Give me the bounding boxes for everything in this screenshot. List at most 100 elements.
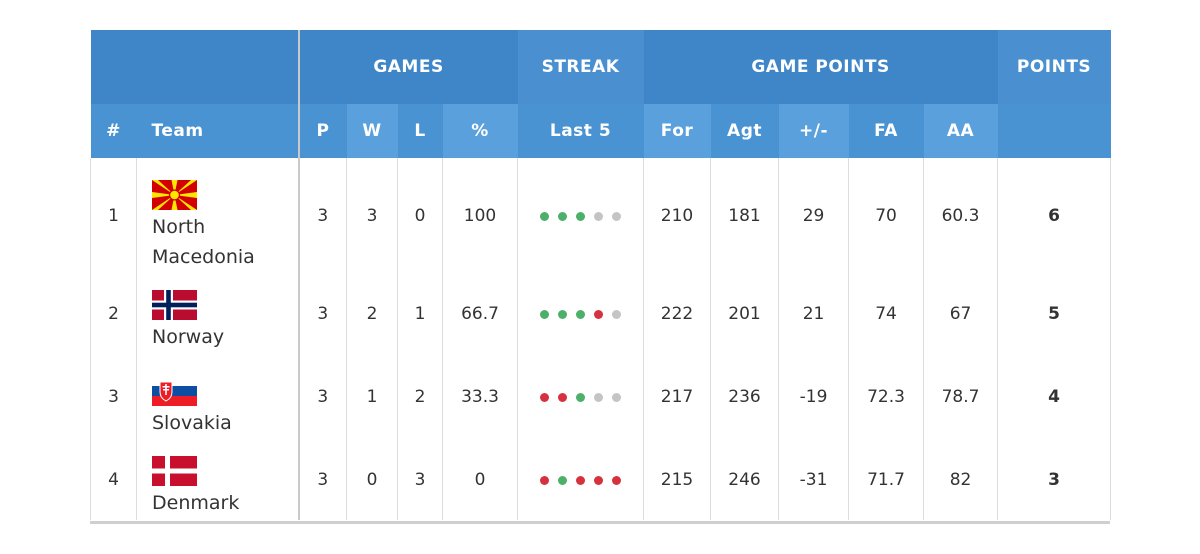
agt-cell: 236: [710, 354, 780, 440]
win-dot-icon: [576, 393, 586, 402]
rank-cell: 2: [90, 274, 137, 354]
played-cell: 3: [297, 158, 347, 274]
group-header-points: POINTS: [997, 30, 1111, 104]
diff-cell: -19: [778, 354, 850, 440]
col-header-w[interactable]: W: [346, 104, 398, 158]
pct-cell: 100: [442, 158, 519, 274]
table-row[interactable]: 1 North Macedonia 3 3 0 100 210 181 29 70 60.3 6: [90, 158, 1112, 274]
standings-table-container: GAMES STREAK GAME POINTS POINTS # Team P…: [90, 30, 1112, 524]
aa-cell: 67: [923, 274, 999, 354]
group-header-streak: STREAK: [517, 30, 644, 104]
agt-cell: 181: [710, 158, 780, 274]
team-cell[interactable]: Slovakia: [136, 354, 299, 440]
wins-cell: 2: [346, 274, 398, 354]
played-cell: 3: [297, 354, 347, 440]
empty-dot-icon: [612, 393, 622, 402]
team-name: North: [152, 216, 206, 238]
losses-cell: 1: [397, 274, 443, 354]
win-dot-icon: [558, 212, 568, 221]
group-header-games: GAMES: [297, 30, 518, 104]
slovakia-flag-icon: [152, 376, 298, 406]
fa-cell: 70: [848, 158, 925, 274]
col-header-team[interactable]: Team: [136, 104, 299, 158]
streak-cell: [517, 158, 645, 274]
team-cell[interactable]: Norway: [136, 274, 299, 354]
diff-cell: -31: [778, 440, 850, 520]
denmark-flag-icon: [152, 456, 298, 486]
for-cell: 210: [643, 158, 712, 274]
pct-cell: 33.3: [442, 354, 519, 440]
agt-cell: 201: [710, 274, 780, 354]
aa-cell: 60.3: [923, 158, 999, 274]
fa-cell: 71.7: [848, 440, 925, 520]
col-header-p[interactable]: P: [297, 104, 347, 158]
agt-cell: 246: [710, 440, 780, 520]
aa-cell: 78.7: [923, 354, 999, 440]
fa-cell: 72.3: [848, 354, 925, 440]
for-cell: 222: [643, 274, 712, 354]
group-header-game-points: GAME POINTS: [643, 30, 998, 104]
win-dot-icon: [576, 212, 586, 221]
col-header-aa[interactable]: AA: [923, 104, 998, 158]
points-cell: 4: [997, 354, 1112, 440]
team-cell[interactable]: Denmark: [136, 440, 299, 520]
points-cell: 6: [997, 158, 1112, 274]
col-header-diff[interactable]: +/-: [778, 104, 849, 158]
wins-cell: 3: [346, 158, 398, 274]
rank-cell: 1: [90, 158, 137, 274]
streak-cell: [517, 354, 645, 440]
pct-cell: 0: [442, 440, 519, 520]
group-header-blank: [90, 30, 299, 104]
win-dot-icon: [558, 310, 568, 319]
losses-cell: 0: [397, 158, 443, 274]
col-header-l[interactable]: L: [397, 104, 443, 158]
pct-cell: 66.7: [442, 274, 519, 354]
table-row[interactable]: 3 Slovakia 3 1 2 33.3 217 236 -19 72.3 78.7 4: [90, 354, 1112, 440]
empty-dot-icon: [594, 393, 604, 402]
diff-cell: 29: [778, 158, 850, 274]
col-header-for[interactable]: For: [643, 104, 711, 158]
losses-cell: 3: [397, 440, 443, 520]
empty-dot-icon: [612, 310, 622, 319]
empty-dot-icon: [594, 212, 604, 221]
table-row[interactable]: 4 Denmark 3 0 3 0 215 246 -31 71.7 82 3: [90, 440, 1112, 520]
wins-cell: 0: [346, 440, 398, 520]
col-header-fa[interactable]: FA: [848, 104, 924, 158]
team-name: Denmark: [152, 492, 240, 514]
aa-cell: 82: [923, 440, 999, 520]
wins-cell: 1: [346, 354, 398, 440]
team-cell[interactable]: North Macedonia: [136, 158, 299, 274]
loss-dot-icon: [594, 476, 604, 485]
group-header-row: GAMES STREAK GAME POINTS POINTS: [90, 30, 1111, 104]
points-cell: 5: [997, 274, 1112, 354]
points-cell: 3: [997, 440, 1112, 520]
for-cell: 217: [643, 354, 712, 440]
loss-dot-icon: [540, 476, 550, 485]
table-row[interactable]: 2 Norway 3 2 1 66.7 222 201 21 74 67 5: [90, 274, 1112, 354]
win-dot-icon: [540, 310, 550, 319]
empty-dot-icon: [612, 212, 622, 221]
loss-dot-icon: [594, 310, 604, 319]
team-name: Slovakia: [152, 412, 232, 434]
fa-cell: 74: [848, 274, 925, 354]
col-header-rank[interactable]: #: [90, 104, 137, 158]
played-cell: 3: [297, 440, 347, 520]
norway-flag-icon: [152, 290, 298, 320]
team-name: Norway: [152, 326, 225, 348]
loss-dot-icon: [558, 393, 568, 402]
win-dot-icon: [540, 212, 550, 221]
team-name-line2: Macedonia: [152, 246, 255, 268]
loss-dot-icon: [612, 476, 622, 485]
col-header-agt[interactable]: Agt: [710, 104, 779, 158]
col-header-pct[interactable]: %: [442, 104, 518, 158]
loss-dot-icon: [540, 393, 550, 402]
column-header-row: # Team P W L % Last 5 For Agt +/- FA AA: [90, 104, 1111, 158]
rank-cell: 3: [90, 354, 137, 440]
standings-table: GAMES STREAK GAME POINTS POINTS # Team P…: [90, 30, 1112, 520]
north-macedonia-flag-icon: [152, 180, 298, 210]
col-header-last5[interactable]: Last 5: [517, 104, 644, 158]
win-dot-icon: [558, 476, 568, 485]
loss-dot-icon: [576, 476, 586, 485]
losses-cell: 2: [397, 354, 443, 440]
diff-cell: 21: [778, 274, 850, 354]
